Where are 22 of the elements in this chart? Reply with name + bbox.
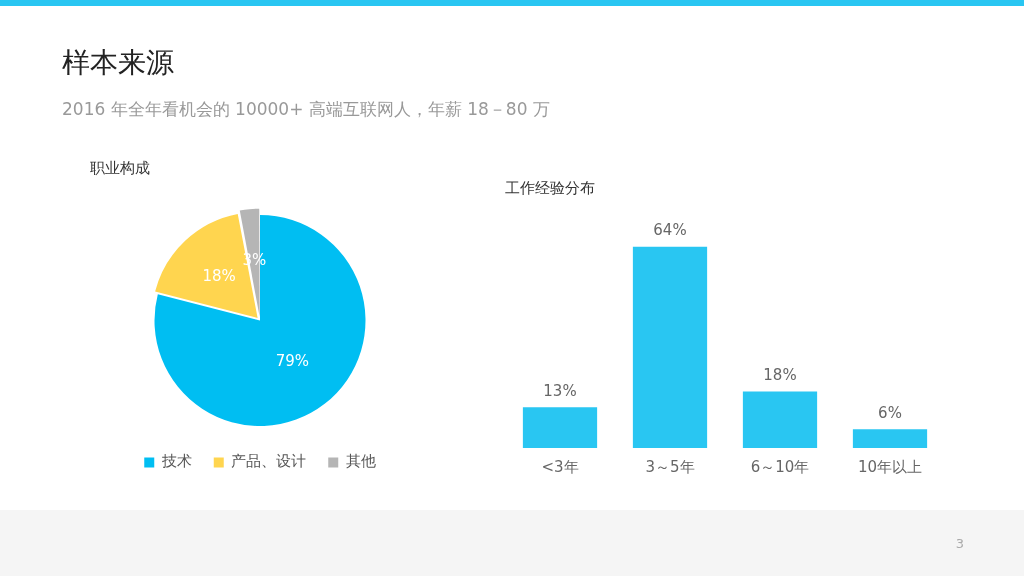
x-tick-label: <3年 <box>541 457 579 476</box>
x-tick-label: 3～5年 <box>645 457 695 476</box>
data-label: 64% <box>653 221 687 240</box>
data-label: 79% <box>275 352 309 371</box>
bar <box>852 429 928 448</box>
legend-label: 技术 <box>160 452 192 471</box>
data-label: 6% <box>878 403 902 422</box>
x-tick-label: 6～10年 <box>750 457 810 476</box>
text: 样本来源 <box>62 45 174 81</box>
text: 2016 年全年看机会的 10000+ 高端互联网人，年薪 18－80 万 <box>62 98 550 121</box>
bar <box>522 407 598 448</box>
data-label: 18% <box>202 266 236 285</box>
x-tick-label: 10年以上 <box>857 457 923 476</box>
bar <box>632 246 708 448</box>
data-label: 18% <box>763 365 797 384</box>
bar <box>742 391 818 448</box>
chart-title: 工作经验分布 <box>505 178 595 197</box>
legend-label: 产品、设计 <box>231 452 307 471</box>
legend-label: 其他 <box>345 452 376 471</box>
chart-title: 职业构成 <box>90 158 150 177</box>
text: 3 <box>955 536 964 551</box>
data-label: 13% <box>543 381 577 400</box>
